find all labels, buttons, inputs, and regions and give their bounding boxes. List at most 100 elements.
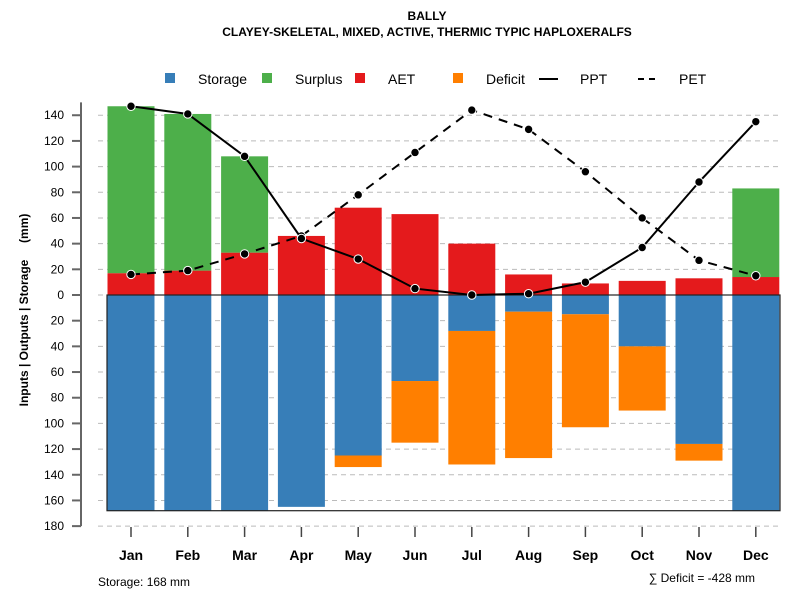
x-tick-label: Jun xyxy=(403,547,428,563)
chart-title: BALLY xyxy=(408,9,447,23)
bar-storage xyxy=(675,295,723,444)
y-tick-label: 100 xyxy=(44,160,64,174)
pet-point xyxy=(523,124,534,135)
x-tick-label: Feb xyxy=(175,547,200,563)
bar-storage xyxy=(391,295,439,382)
pet-point xyxy=(239,249,250,259)
legend-label: PPT xyxy=(580,71,608,87)
bar-surplus xyxy=(164,113,212,271)
y-tick-label: 160 xyxy=(44,493,64,507)
y-tick-label: 40 xyxy=(51,237,65,251)
y-tick-label: 100 xyxy=(44,416,64,430)
y-tick-label: 0 xyxy=(57,288,64,302)
y-tick-label: 40 xyxy=(51,339,65,353)
deficit-annotation: ∑ Deficit = -428 mm xyxy=(649,571,755,585)
bar-surplus xyxy=(107,106,155,274)
bar-storage xyxy=(561,295,609,315)
x-tick-label: Aug xyxy=(515,547,542,563)
legend-label: PET xyxy=(679,71,707,87)
x-tick-label: Oct xyxy=(631,547,655,563)
y-tick-label: 80 xyxy=(51,185,65,199)
bar-aet xyxy=(618,280,666,295)
pet-point xyxy=(467,105,477,115)
bar-surplus xyxy=(221,156,269,253)
bar-deficit xyxy=(448,330,496,465)
bar-storage xyxy=(618,295,666,347)
pet-point xyxy=(751,271,761,281)
pet-point xyxy=(126,269,136,280)
bar-aet xyxy=(732,277,780,295)
ppt-point xyxy=(580,277,591,287)
legend-label: Storage xyxy=(198,71,247,87)
ppt-point xyxy=(410,283,420,294)
bar-aet xyxy=(561,283,609,295)
y-tick-label: 140 xyxy=(44,468,64,482)
bar-aet xyxy=(107,273,155,295)
y-tick-label: 140 xyxy=(44,108,64,122)
legend-label: Deficit xyxy=(486,71,525,87)
bar-aet xyxy=(221,252,269,295)
y-tick-label: 120 xyxy=(44,134,64,148)
pet-point xyxy=(637,213,647,223)
chart-subtitle: CLAYEY-SKELETAL, MIXED, ACTIVE, THERMIC … xyxy=(222,25,632,39)
pet-point xyxy=(353,190,363,200)
storage-capacity-box xyxy=(106,294,781,512)
bar-aet xyxy=(675,278,723,295)
bar-storage xyxy=(277,295,325,507)
x-tick-label: Jan xyxy=(119,547,143,563)
y-axis-label: Inputs | Outputs | Storage (mm) xyxy=(17,214,31,407)
x-tick-label: Nov xyxy=(686,547,713,563)
pet-point xyxy=(183,265,193,276)
bar-aet xyxy=(448,243,496,295)
legend-swatch-deficit xyxy=(453,73,463,83)
bar-storage xyxy=(221,295,269,511)
x-tick-label: Dec xyxy=(743,547,769,563)
y-tick-label: 20 xyxy=(51,262,65,276)
y-tick-label: 20 xyxy=(51,314,65,328)
bar-deficit xyxy=(618,346,666,411)
x-tick-label: Sep xyxy=(573,547,599,563)
bar-deficit xyxy=(391,381,439,443)
bar-storage xyxy=(334,295,382,456)
x-tick-label: Apr xyxy=(289,547,314,563)
ppt-point xyxy=(353,254,363,264)
ppt-point xyxy=(467,290,477,300)
legend-swatch-aet xyxy=(355,73,365,83)
y-tick-label: 60 xyxy=(51,365,65,379)
x-tick-label: May xyxy=(345,547,372,563)
bar-deficit xyxy=(505,311,553,459)
pet-point xyxy=(580,167,591,177)
ppt-point xyxy=(126,101,136,111)
legend-swatch-storage xyxy=(165,73,175,83)
bar-storage xyxy=(107,295,155,511)
bar-aet xyxy=(505,274,553,295)
pet-point xyxy=(410,147,420,158)
bar-storage xyxy=(505,295,553,312)
bar-storage xyxy=(732,295,780,511)
bar-aet xyxy=(334,207,382,295)
bar-surplus xyxy=(732,188,780,278)
axes: 140 120 100 80 60 40 20 0 20 40 60 80 100 120 140 160 18… xyxy=(44,102,769,563)
ppt-point xyxy=(239,151,250,162)
ppt-point xyxy=(637,242,647,253)
ppt-point xyxy=(751,116,761,127)
y-tick-label: 60 xyxy=(51,211,65,225)
legend: Storage Surplus AET Deficit PPT PET xyxy=(165,71,707,87)
bar-storage xyxy=(448,295,496,331)
x-tick-label: Jul xyxy=(462,547,482,563)
bar-deficit xyxy=(675,443,723,461)
bar-storage xyxy=(164,295,212,511)
bar-deficit xyxy=(334,455,382,468)
bar-aet xyxy=(277,235,325,295)
ppt-point xyxy=(523,289,534,299)
y-tick-label: 180 xyxy=(44,519,64,533)
legend-label: Surplus xyxy=(295,71,342,87)
ppt-line xyxy=(130,105,757,297)
y-tick-label: 120 xyxy=(44,442,64,456)
y-tick-label: 80 xyxy=(51,391,65,405)
x-tick-label: Mar xyxy=(232,547,257,563)
bar-aet xyxy=(391,214,439,295)
bars xyxy=(106,106,781,512)
lines xyxy=(126,101,761,300)
